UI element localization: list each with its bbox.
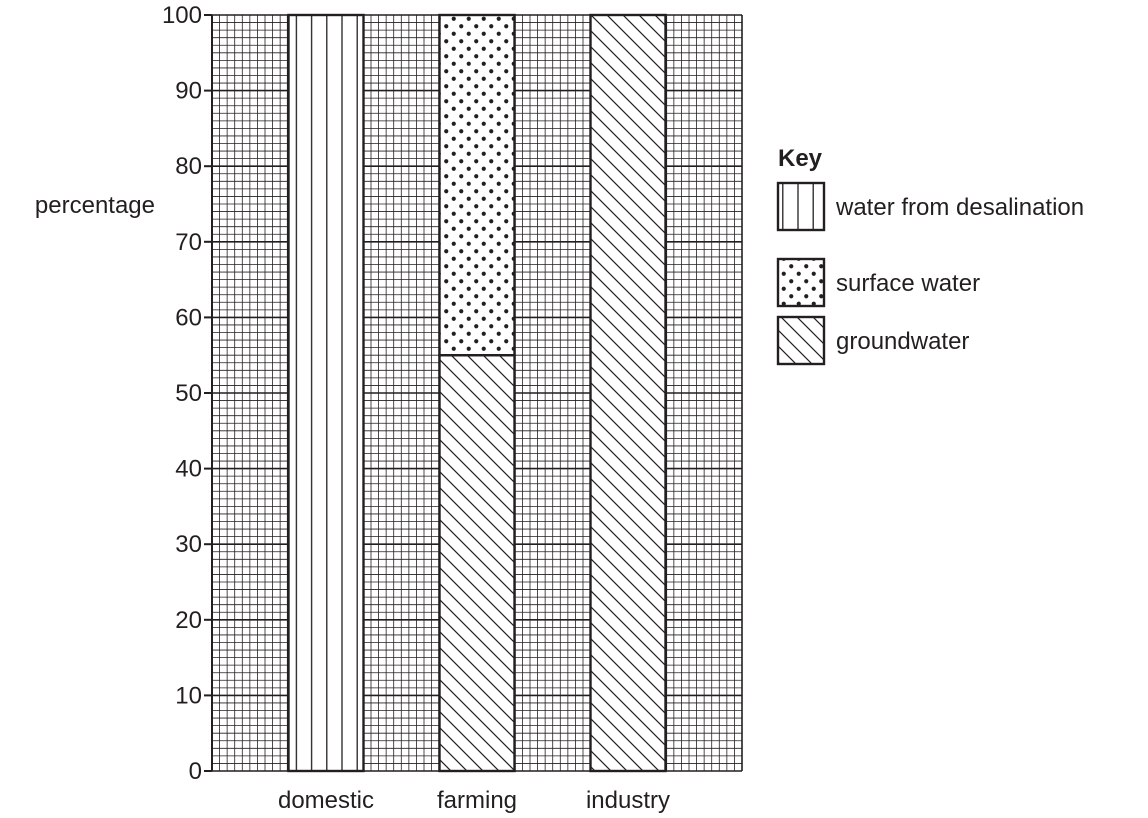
y-tick-label: 0: [189, 758, 202, 785]
legend-label: water from desalination: [835, 194, 1084, 221]
y-tick-label: 90: [175, 78, 202, 105]
y-axis: 0 10 20 30 40 50 60 70 80 90 100: [162, 2, 213, 785]
bar-industry-groundwater: [589, 13, 667, 773]
bar-domestic-water-from-desalination: [287, 13, 365, 773]
y-tick-label: 60: [175, 304, 202, 331]
x-tick-label: farming: [437, 787, 517, 814]
y-tick-label: 80: [175, 153, 202, 180]
legend-swatch-groundwater: [776, 315, 826, 366]
legend-label: surface water: [836, 270, 980, 297]
bars: domestic farming industry: [278, 13, 670, 814]
legend-swatch-surface-water: [776, 257, 826, 308]
x-tick-label: domestic: [278, 787, 374, 814]
legend-swatch-water-from-desalination: [776, 181, 826, 232]
y-tick-label: 10: [175, 682, 202, 709]
y-tick-label: 100: [162, 2, 202, 29]
y-tick-label: 70: [175, 229, 202, 256]
legend-label: groundwater: [836, 328, 969, 355]
y-axis-label: percentage: [35, 192, 155, 219]
x-tick-label: industry: [586, 787, 670, 814]
y-tick-label: 50: [175, 380, 202, 407]
y-tick-label: 40: [175, 456, 202, 483]
bar-farming-surface-water: [438, 13, 516, 357]
y-tick-label: 30: [175, 531, 202, 558]
bar-farming-groundwater: [438, 354, 516, 773]
legend: Key water from desalination surface water…: [776, 145, 1084, 366]
legend-title: Key: [778, 145, 823, 172]
y-tick-label: 20: [175, 607, 202, 634]
